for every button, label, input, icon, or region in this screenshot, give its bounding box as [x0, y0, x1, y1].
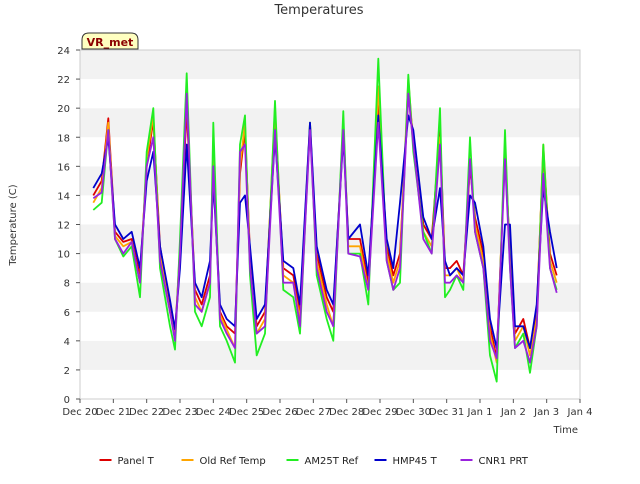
- x-tick-label: Dec 20: [62, 407, 97, 418]
- grid-band: [80, 340, 580, 370]
- y-tick-label: 16: [57, 162, 70, 173]
- y-tick-label: 14: [57, 191, 70, 202]
- y-axis-title: Temperature (C): [8, 184, 19, 266]
- grid-band: [80, 50, 580, 80]
- y-tick-label: 12: [57, 221, 70, 232]
- x-tick-label: Dec 28: [329, 407, 364, 418]
- grid-band: [80, 224, 580, 254]
- station-badge-label: VR_met: [87, 36, 134, 49]
- legend-label: Old Ref Temp: [200, 456, 266, 467]
- grid-band: [80, 195, 580, 225]
- series-line-hmp45-t: [92, 114, 558, 350]
- x-tick-label: Dec 22: [129, 407, 164, 418]
- x-axis-title: Time: [553, 425, 578, 436]
- y-tick-label: 6: [64, 308, 70, 319]
- legend-item: CNR1 PRT: [460, 456, 529, 467]
- grid-band: [80, 79, 580, 109]
- legend-item: AM25T Ref: [286, 456, 359, 467]
- x-tick-label: Dec 24: [196, 407, 231, 418]
- series-line-cnr1-prt: [92, 92, 558, 364]
- legend-item: Old Ref Temp: [181, 456, 266, 467]
- legend-item: HMP45 T: [374, 456, 438, 467]
- chart-title: Temperatures: [273, 3, 363, 18]
- legend-label: CNR1 PRT: [479, 456, 529, 467]
- y-tick-label: 18: [57, 133, 70, 144]
- station-badge-box: [81, 32, 139, 50]
- x-tick-label: Dec 21: [96, 407, 131, 418]
- x-tick-label: Dec 26: [262, 407, 297, 418]
- y-tick-label: 8: [64, 279, 70, 290]
- x-tick-label: Jan 4: [567, 407, 593, 418]
- series-lines: [92, 57, 558, 383]
- y-tick-label: 24: [57, 46, 70, 57]
- grid-band: [80, 253, 580, 283]
- x-tick-label: Jan 1: [467, 407, 493, 418]
- station-badge: VR_met: [81, 32, 139, 50]
- plot-area: [79, 49, 581, 400]
- y-tick-label: 0: [64, 395, 70, 406]
- y-tick-label: 2: [64, 366, 70, 377]
- y-tick-label: 10: [57, 250, 70, 261]
- y-tick-label: 20: [57, 104, 70, 115]
- legend-label: AM25T Ref: [305, 456, 359, 467]
- x-tick-label: Dec 25: [229, 407, 264, 418]
- x-tick-label: Dec 27: [296, 407, 331, 418]
- y-tick-label: 22: [57, 75, 70, 86]
- legend-label: HMP45 T: [393, 456, 438, 467]
- x-tick-label: Jan 3: [533, 407, 559, 418]
- grid-band: [80, 108, 580, 138]
- x-tick-label: Dec 31: [429, 407, 464, 418]
- legend-label: Panel T: [118, 456, 155, 467]
- grid-band: [80, 369, 580, 399]
- x-tick-label: Jan 2: [500, 407, 526, 418]
- grid-band: [80, 137, 580, 167]
- legend-item: Panel T: [99, 456, 155, 467]
- grid-band: [80, 166, 580, 196]
- y-tick-label: 4: [64, 337, 70, 348]
- legend: Panel T Old Ref Temp AM25T Ref HMP45 T CNR1 …: [99, 456, 529, 467]
- x-tick-label: Dec 29: [362, 407, 397, 418]
- x-tick-label: Dec 23: [162, 407, 197, 418]
- x-tick-label: Dec 30: [396, 407, 431, 418]
